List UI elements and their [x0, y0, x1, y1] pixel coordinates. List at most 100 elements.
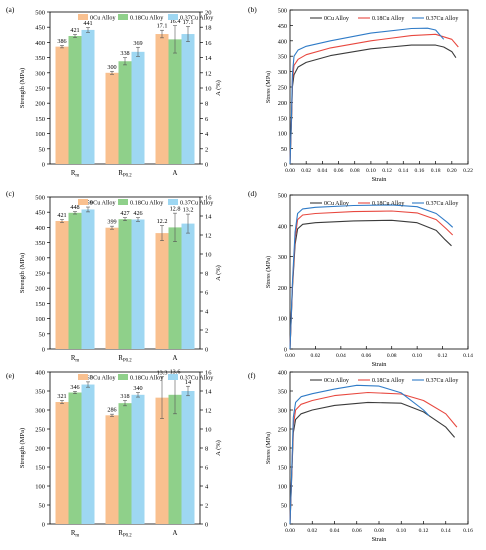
legend-swatch: [78, 374, 88, 380]
y-tick-label: 500: [35, 10, 45, 17]
y-tick-label: 250: [278, 427, 287, 434]
data-label: 17.1: [157, 23, 168, 30]
category-main: R: [71, 355, 76, 362]
y2-tick-label: 20: [205, 10, 212, 17]
x-tick-label: 0.00: [285, 353, 295, 359]
y-tick-label: 400: [35, 40, 45, 47]
series-line: [289, 204, 454, 350]
data-label: 386: [57, 38, 66, 45]
x-tick-label: 0.12: [438, 353, 448, 359]
y-tick-label: 350: [35, 55, 45, 62]
bar: [181, 391, 195, 524]
y2-tick-label: 16: [205, 40, 212, 47]
category-main: R: [71, 170, 76, 177]
legend-swatch: [168, 374, 178, 380]
bar: [131, 394, 145, 524]
legend: 0Cu Alloy 0.18Cu Alloy 0.37Cu Alloy: [310, 378, 458, 384]
data-label: 12.8: [170, 206, 181, 213]
y-tick-label: 50: [39, 331, 46, 338]
bar-chart-e: 0 50 100 150 200 250 300 350 400 0 2 4 6 8 10 12 14 16 Str…: [19, 368, 222, 538]
y2-axis-title: A (%): [215, 440, 222, 456]
bar: [81, 384, 95, 524]
x-tick-label: 0.08: [350, 168, 360, 174]
x-tick-label: 0.10: [412, 353, 422, 359]
y-tick-label: 250: [35, 427, 45, 434]
y-tick-label: 100: [278, 484, 287, 491]
line-chart-b: 0 50 100 150 200 250 300 350 400 450 500 0.00 0.02 0.…: [265, 8, 473, 184]
y2-tick-label: 12: [205, 70, 212, 77]
bar-chart-c: 0 50 100 150 200 250 300 350 400 450 500 0 2 4 6 8 10 12 1…: [19, 195, 222, 364]
legend-label: 0Cu Alloy: [90, 15, 117, 22]
y2-tick-label: 0: [205, 162, 208, 169]
legend-label: 0.18Cu Alloy: [130, 375, 164, 382]
bar: [168, 39, 182, 164]
series-line: [289, 384, 430, 525]
x-tick-label: 0.00: [285, 168, 295, 174]
y-tick-label: 0: [284, 522, 287, 529]
legend-swatch: [168, 199, 178, 205]
bar: [131, 51, 145, 164]
y-tick-label: 350: [35, 240, 45, 247]
x-category-label: RP0.2: [118, 530, 132, 539]
y-tick-label: 100: [35, 484, 45, 491]
legend: 0Cu Alloy 0.18Cu Alloy 0.37Cu Alloy: [78, 199, 214, 207]
plot-frame: [289, 194, 469, 350]
y-tick-label: 100: [278, 316, 287, 323]
y2-tick-label: 8: [205, 446, 208, 453]
category-main: A: [173, 355, 178, 362]
y-tick-label: 0: [284, 162, 287, 169]
y2-tick-label: 14: [205, 214, 212, 221]
data-label: 17.1: [183, 19, 194, 26]
legend-swatch: [168, 14, 178, 20]
x-category-label: RP0.2: [118, 170, 132, 179]
y2-tick-label: 8: [205, 101, 208, 108]
x-tick-label: 0.04: [330, 528, 340, 534]
plot-frame: [289, 371, 469, 525]
y2-tick-label: 2: [205, 328, 208, 335]
y-tick-label: 150: [35, 301, 45, 308]
series-line: [289, 401, 456, 525]
y2-axis-title: A (%): [215, 265, 222, 281]
y-tick-label: 300: [278, 69, 287, 76]
legend-label: 0.37Cu Alloy: [180, 15, 214, 22]
y2-tick-label: 14: [205, 389, 212, 396]
legend-swatch: [78, 199, 88, 205]
bar: [81, 209, 95, 349]
x-axis-title: Strain: [372, 536, 387, 543]
y2-tick-label: 2: [205, 503, 208, 510]
legend-label: 0.37Cu Alloy: [180, 200, 214, 207]
y-tick-label: 500: [35, 195, 45, 202]
panel-label: (f): [248, 371, 256, 380]
y-tick-label: 100: [35, 131, 45, 138]
legend-label: 0.18Cu Alloy: [372, 378, 404, 384]
bar: [168, 227, 182, 349]
bar: [155, 233, 169, 349]
y-tick-label: 500: [278, 193, 287, 200]
y-tick-label: 450: [35, 25, 45, 32]
series-line: [289, 219, 452, 350]
data-label: 286: [107, 407, 116, 414]
data-label: 421: [57, 212, 66, 219]
y-axis-title: Strength (MPa): [19, 253, 26, 293]
x-category-label: Rm: [71, 530, 80, 539]
y-tick-label: 50: [281, 503, 287, 510]
data-label: 338: [120, 50, 129, 57]
x-tick-label: 0.14: [441, 528, 451, 534]
category-main: R: [71, 530, 76, 537]
data-label: 14: [185, 379, 191, 386]
y-axis-title: Strength (MPa): [19, 68, 26, 108]
series-line: [289, 27, 445, 165]
y2-tick-label: 6: [205, 290, 209, 297]
bar: [105, 415, 119, 524]
data-label: 421: [70, 27, 79, 34]
data-label: 399: [107, 219, 116, 226]
legend-label: 0Cu Alloy: [324, 201, 349, 207]
y-tick-label: 300: [35, 408, 45, 415]
x-tick-label: 0.14: [398, 168, 408, 174]
category-sub: P0.2: [123, 359, 132, 364]
y2-tick-label: 4: [205, 309, 209, 316]
x-tick-label: 0.22: [463, 168, 473, 174]
bar: [118, 403, 132, 524]
x-tick-label: 0.06: [334, 168, 344, 174]
